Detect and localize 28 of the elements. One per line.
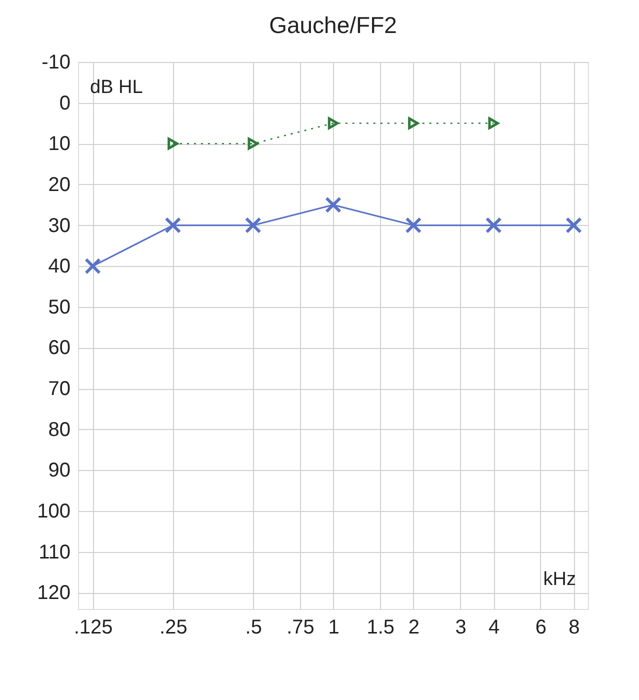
- y-tick-label: 80: [48, 418, 70, 441]
- x-tick-label: 1: [328, 616, 340, 638]
- x-tick-label: .5: [245, 616, 262, 638]
- y-tick-label: 100: [37, 500, 70, 523]
- y-tick-label: 10: [48, 133, 70, 156]
- y-axis-title: dB HL: [90, 77, 143, 98]
- x-axis-title: kHz: [543, 569, 576, 590]
- y-tick-label: 40: [48, 256, 70, 278]
- y-tick-label: 120: [37, 582, 70, 604]
- y-tick-label: 70: [48, 378, 70, 400]
- y-tick-label: 50: [48, 296, 70, 318]
- x-tick-label: 3: [455, 616, 466, 638]
- x-tick-label: 2: [408, 616, 420, 638]
- chart-title: Gauche/FF2: [269, 12, 397, 38]
- y-tick-label: 90: [48, 460, 70, 482]
- y-tick-label: 20: [48, 174, 70, 196]
- x-tick-label: 6: [535, 616, 547, 638]
- x-tick-label: 1.5: [366, 616, 395, 638]
- y-tick-label: 110: [38, 541, 70, 564]
- x-tick-label: .25: [160, 616, 188, 638]
- y-tick-label: -10: [42, 52, 70, 74]
- y-tick-label: 30: [48, 214, 70, 237]
- x-tick-label: .75: [286, 616, 314, 638]
- y-tick-label: 0: [59, 92, 70, 114]
- x-tick-label: 8: [568, 616, 580, 638]
- x-tick-label: 4: [488, 616, 500, 638]
- y-tick-label: 60: [48, 337, 70, 360]
- x-tick-label: .125: [74, 616, 113, 638]
